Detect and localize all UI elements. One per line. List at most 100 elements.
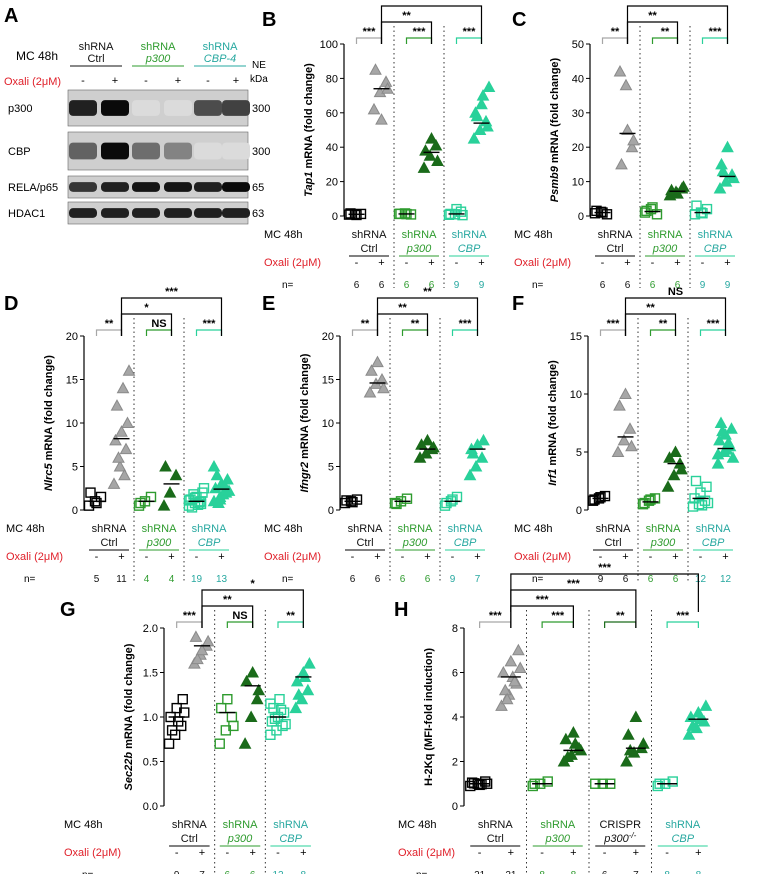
data-point-triangle xyxy=(727,171,740,184)
group-label-line1: shRNA xyxy=(192,523,228,535)
n-value: 6 xyxy=(429,280,435,291)
significance-bracket xyxy=(201,589,304,628)
significance-label: *** xyxy=(551,610,565,622)
data-point-square xyxy=(443,209,455,220)
data-point-triangle xyxy=(725,422,738,434)
y-tick-label: 8 xyxy=(452,623,458,635)
data-point-square xyxy=(222,694,233,705)
y-axis-title: Tap1 mRNA (fold change) xyxy=(303,63,315,197)
data-point-triangle xyxy=(470,109,484,122)
data-point-triangle xyxy=(568,737,582,749)
y-axis-title: Ifngr2 mRNA (fold change) xyxy=(299,353,311,492)
n-value: 6 xyxy=(625,280,631,291)
blot-band xyxy=(132,182,160,192)
data-point-square xyxy=(226,711,238,723)
mc48h-label: MC 48h xyxy=(514,523,553,535)
data-point-triangle xyxy=(726,451,740,463)
blot-band xyxy=(164,208,192,218)
panel-letter: H xyxy=(394,599,408,621)
group-label-line1: shRNA xyxy=(698,229,734,241)
significance-bracket xyxy=(355,37,383,44)
group-label-line2: Ctrl xyxy=(181,833,198,845)
n-value: 6 xyxy=(600,280,606,291)
group-label-line1: shRNA xyxy=(352,229,388,241)
data-point-square xyxy=(280,718,291,730)
mc48h-label: MC 48h xyxy=(398,819,437,831)
panel-letter: B xyxy=(262,9,276,31)
oxali-plus: + xyxy=(722,551,728,563)
data-point-triangle xyxy=(711,447,725,460)
data-point-triangle xyxy=(627,133,640,146)
oxali-plus: + xyxy=(424,551,430,563)
data-point-square xyxy=(447,494,458,505)
blot-row-kda: 300 xyxy=(252,146,270,158)
significance-bracket xyxy=(651,37,679,44)
significance-bracket xyxy=(145,329,173,336)
oxali-plus: + xyxy=(633,847,639,859)
y-axis-title-rest: mRNA (fold change) xyxy=(303,63,315,172)
n-value: 21 xyxy=(474,870,486,874)
data-point-square xyxy=(135,497,146,509)
significance-bracket xyxy=(455,37,483,44)
data-point-triangle xyxy=(611,445,625,457)
data-point-triangle xyxy=(292,688,306,700)
data-point-triangle xyxy=(365,364,378,376)
blot-lane-sign: - xyxy=(206,75,210,87)
oxali-minus: - xyxy=(651,257,655,269)
significance-label: ** xyxy=(286,610,295,622)
oxali-plus: + xyxy=(622,551,628,563)
data-point-square xyxy=(667,776,678,787)
blot-band xyxy=(222,142,250,160)
data-point-triangle xyxy=(363,386,377,398)
group-label-line2: CBP xyxy=(458,243,481,255)
data-point-triangle xyxy=(716,424,729,437)
y-tick-label: 10 xyxy=(570,389,582,401)
oxali-minus: - xyxy=(405,257,409,269)
data-point-triangle xyxy=(113,459,127,472)
panel-a-western-blot: A MC 48h Oxali (2μM) NE kDa shRNACtrlshR… xyxy=(4,5,270,225)
oxali-minus: - xyxy=(701,257,705,269)
y-tick-label: 30 xyxy=(572,108,584,120)
significance-label: ** xyxy=(646,302,655,314)
significance-bracket xyxy=(451,329,479,336)
group-label-line1: shRNA xyxy=(402,229,438,241)
data-point-triangle xyxy=(213,493,227,505)
n-value: 9 xyxy=(454,280,460,291)
oxali-label: Oxali (2μM) xyxy=(514,257,571,269)
data-point-square xyxy=(691,200,702,211)
n-value: 13 xyxy=(216,574,228,585)
significance-label: ** xyxy=(411,318,420,330)
oxali-label: Oxali (2μM) xyxy=(64,847,121,859)
n-value: 6 xyxy=(648,574,654,585)
data-point-square xyxy=(275,704,287,716)
data-point-square xyxy=(345,208,356,219)
oxali-plus: + xyxy=(672,551,678,563)
y-axis-gene: Psmb9 xyxy=(549,165,561,202)
significance-label: *** xyxy=(459,318,473,330)
y-tick-label: 15 xyxy=(322,375,334,387)
y-axis-gene: Nlrc5 xyxy=(43,463,55,491)
y-tick-label: 0.0 xyxy=(143,801,158,813)
data-point-triangle xyxy=(619,387,632,399)
data-point-triangle xyxy=(567,726,580,738)
data-point-triangle xyxy=(497,665,510,678)
n-label: n= xyxy=(282,574,294,585)
blot-band xyxy=(101,182,129,192)
data-point-square xyxy=(589,494,600,505)
data-point-triangle xyxy=(122,364,136,376)
group-label-line1: shRNA xyxy=(452,229,488,241)
n-value: 19 xyxy=(191,574,203,585)
data-point-triangle xyxy=(210,468,224,481)
n-label: n= xyxy=(532,574,544,585)
data-point-triangle xyxy=(504,654,518,667)
n-value: 4 xyxy=(144,574,150,585)
significance-label: ** xyxy=(361,318,370,330)
y-axis-title: Sec22b mRNA (fold change) xyxy=(123,643,135,790)
data-point-square xyxy=(639,497,650,509)
data-point-triangle xyxy=(159,459,172,472)
blot-row-kda: 63 xyxy=(252,208,264,220)
mc48h-label: MC 48h xyxy=(64,819,103,831)
data-point-triangle xyxy=(495,699,508,711)
data-point-square xyxy=(457,209,468,221)
data-point-square xyxy=(216,702,227,714)
